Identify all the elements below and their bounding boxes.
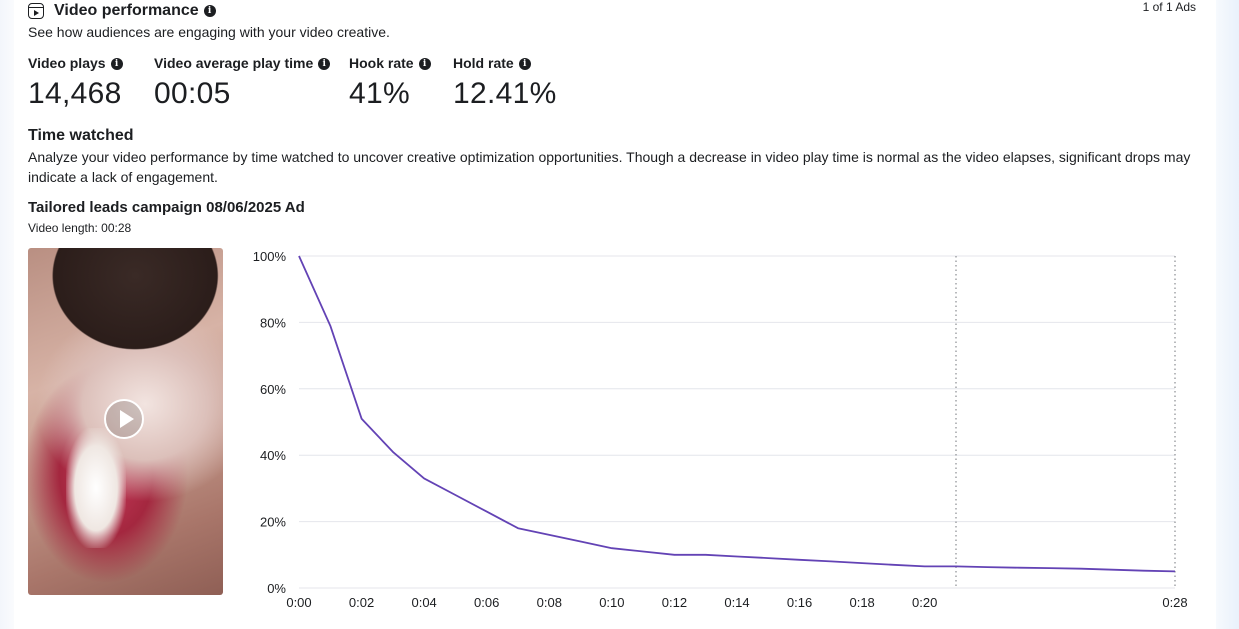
x-tick-label: 0:02 <box>349 595 374 610</box>
y-tick-label: 40% <box>260 448 286 463</box>
metric-label: Hold rate <box>453 55 514 71</box>
x-tick-label: 0:18 <box>849 595 874 610</box>
x-tick-label: 0:06 <box>474 595 499 610</box>
x-tick-label: 0:08 <box>537 595 562 610</box>
metric-hook-rate: Hook rate i 41% <box>349 55 431 111</box>
x-tick-label: 0:28 <box>1162 595 1187 610</box>
x-tick-label: 0:04 <box>411 595 436 610</box>
info-icon[interactable]: i <box>518 58 531 71</box>
x-tick-label: 0:12 <box>662 595 687 610</box>
section-header: Video performance i <box>28 2 216 20</box>
time-watched-title: Time watched <box>28 127 134 144</box>
ad-name: Tailored leads campaign 08/06/2025 Ad <box>28 199 305 216</box>
x-tick-label: 0:20 <box>912 595 937 610</box>
y-tick-label: 100% <box>253 249 287 264</box>
play-icon[interactable] <box>104 399 144 439</box>
metric-label: Hook rate <box>349 55 414 71</box>
metric-value: 12.41% <box>453 77 557 110</box>
metric-average-play-time: Video average play time i 00:05 <box>154 55 331 111</box>
metric-hold-rate: Hold rate i 12.41% <box>453 55 557 111</box>
metric-label: Video average play time <box>154 55 314 71</box>
metric-value: 14,468 <box>28 77 122 110</box>
section-title: Video performance <box>54 2 199 19</box>
metric-label: Video plays <box>28 55 106 71</box>
video-length: Video length: 00:28 <box>28 221 132 235</box>
ads-pager: 1 of 1 Ads <box>1142 0 1196 14</box>
y-tick-label: 60% <box>260 382 286 397</box>
x-tick-label: 0:10 <box>599 595 624 610</box>
x-tick-label: 0:00 <box>286 595 311 610</box>
metric-value: 00:05 <box>154 77 231 110</box>
y-tick-label: 0% <box>267 581 286 596</box>
video-performance-panel: Video performance i 1 of 1 Ads See how a… <box>14 0 1216 629</box>
info-icon[interactable]: i <box>418 58 431 71</box>
time-watched-chart: 0% 20% 40% 60% 80% 100% 0:00 0:02 0:04 0:06 0:08 0:… <box>253 249 1188 610</box>
info-icon[interactable]: i <box>110 58 123 71</box>
video-icon <box>28 3 44 19</box>
section-subtitle: See how audiences are engaging with your… <box>28 24 390 40</box>
thumbnail-image-detail <box>66 428 126 548</box>
metric-video-plays: Video plays i 14,468 <box>28 55 123 111</box>
x-tick-label: 0:14 <box>724 595 749 610</box>
time-watched-description: Analyze your video performance by time w… <box>28 149 1191 185</box>
info-icon[interactable]: i <box>203 5 216 17</box>
y-tick-label: 20% <box>260 515 286 530</box>
x-tick-label: 0:16 <box>787 595 812 610</box>
metric-value: 41% <box>349 77 410 110</box>
video-thumbnail[interactable] <box>28 248 223 595</box>
info-icon[interactable]: i <box>318 58 331 71</box>
y-tick-label: 80% <box>260 315 286 330</box>
retention-line <box>298 255 1176 573</box>
